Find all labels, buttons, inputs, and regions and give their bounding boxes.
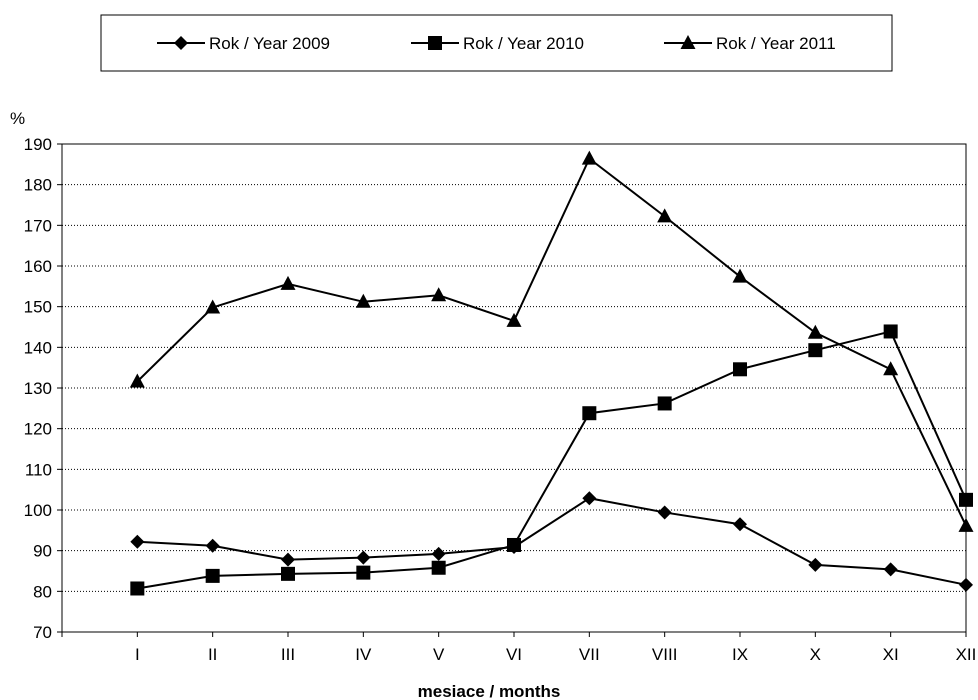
x-tick-label: V xyxy=(433,645,445,664)
legend-label: Rok / Year 2009 xyxy=(209,34,330,53)
y-tick-label: 140 xyxy=(24,338,52,357)
diamond-data-point xyxy=(356,551,370,565)
series-line xyxy=(137,498,966,585)
square-data-point xyxy=(130,581,144,595)
y-tick-label: 120 xyxy=(24,420,52,439)
square-data-point xyxy=(206,569,220,583)
triangle-data-point xyxy=(959,518,974,532)
x-tick-label: VI xyxy=(506,645,522,664)
triangle-data-point xyxy=(808,325,823,339)
square-data-point xyxy=(432,561,446,575)
series-layer xyxy=(130,151,974,596)
x-tick-label: IX xyxy=(732,645,748,664)
triangle-data-point xyxy=(281,276,296,290)
triangle-data-point xyxy=(733,269,748,283)
gridlines xyxy=(62,144,966,591)
square-data-point xyxy=(959,493,973,507)
series-line xyxy=(137,159,966,526)
x-tick-label: XII xyxy=(956,645,977,664)
square-data-point xyxy=(356,566,370,580)
x-axis-label: mesiace / months xyxy=(418,682,561,700)
y-tick-label: 70 xyxy=(33,623,52,642)
diamond-data-point xyxy=(884,562,898,576)
x-tick-label: IV xyxy=(355,645,372,664)
y-tick-label: 170 xyxy=(24,216,52,235)
axes xyxy=(57,144,966,637)
series-3 xyxy=(130,151,974,532)
diamond-data-point xyxy=(808,558,822,572)
square-data-point xyxy=(733,362,747,376)
x-tick-label: XI xyxy=(883,645,899,664)
y-tick-label: 150 xyxy=(24,298,52,317)
diamond-data-point xyxy=(281,553,295,567)
y-tick-label: 90 xyxy=(33,542,52,561)
diamond-data-point xyxy=(582,491,596,505)
legend: Rok / Year 2009 Rok / Year 2010 Rok / Year… xyxy=(101,15,892,71)
y-tick-label: 80 xyxy=(33,582,52,601)
square-data-point xyxy=(281,567,295,581)
square-data-point xyxy=(582,406,596,420)
diamond-data-point xyxy=(959,578,973,592)
x-tick-label: III xyxy=(281,645,295,664)
triangle-data-point xyxy=(883,361,898,375)
triangle-data-point xyxy=(431,287,446,301)
x-tick-label: VIII xyxy=(652,645,678,664)
y-tick-label: 160 xyxy=(24,257,52,276)
y-tick-label: 190 xyxy=(24,135,52,154)
square-data-point xyxy=(507,538,521,552)
y-tick-label: 100 xyxy=(24,501,52,520)
diamond-data-point xyxy=(206,539,220,553)
legend-square-icon xyxy=(428,36,442,50)
square-data-point xyxy=(808,343,822,357)
x-tick-label: VII xyxy=(579,645,600,664)
legend-label: Rok / Year 2010 xyxy=(463,34,584,53)
x-tick-label: X xyxy=(810,645,821,664)
y-tick-labels: 70 80 90 100 110 120 130 140 150 160 170 180 190 xyxy=(24,135,52,642)
triangle-data-point xyxy=(582,151,597,165)
legend-label: Rok / Year 2011 xyxy=(716,34,836,53)
square-data-point xyxy=(884,324,898,338)
diamond-data-point xyxy=(432,547,446,561)
x-tick-label: I xyxy=(135,645,140,664)
y-tick-label: 180 xyxy=(24,176,52,195)
square-data-point xyxy=(658,396,672,410)
diamond-data-point xyxy=(658,505,672,519)
y-tick-label: 130 xyxy=(24,379,52,398)
y-tick-label: 110 xyxy=(25,460,52,479)
series-line xyxy=(137,331,966,588)
y-axis-label: % xyxy=(10,109,25,128)
diamond-data-point xyxy=(733,517,747,531)
series-1 xyxy=(130,491,973,592)
x-tick-label: II xyxy=(208,645,217,664)
diamond-data-point xyxy=(130,535,144,549)
x-tick-labels: I II III IV V VI VII VIII IX X XI XII xyxy=(135,645,976,664)
triangle-data-point xyxy=(657,208,672,222)
